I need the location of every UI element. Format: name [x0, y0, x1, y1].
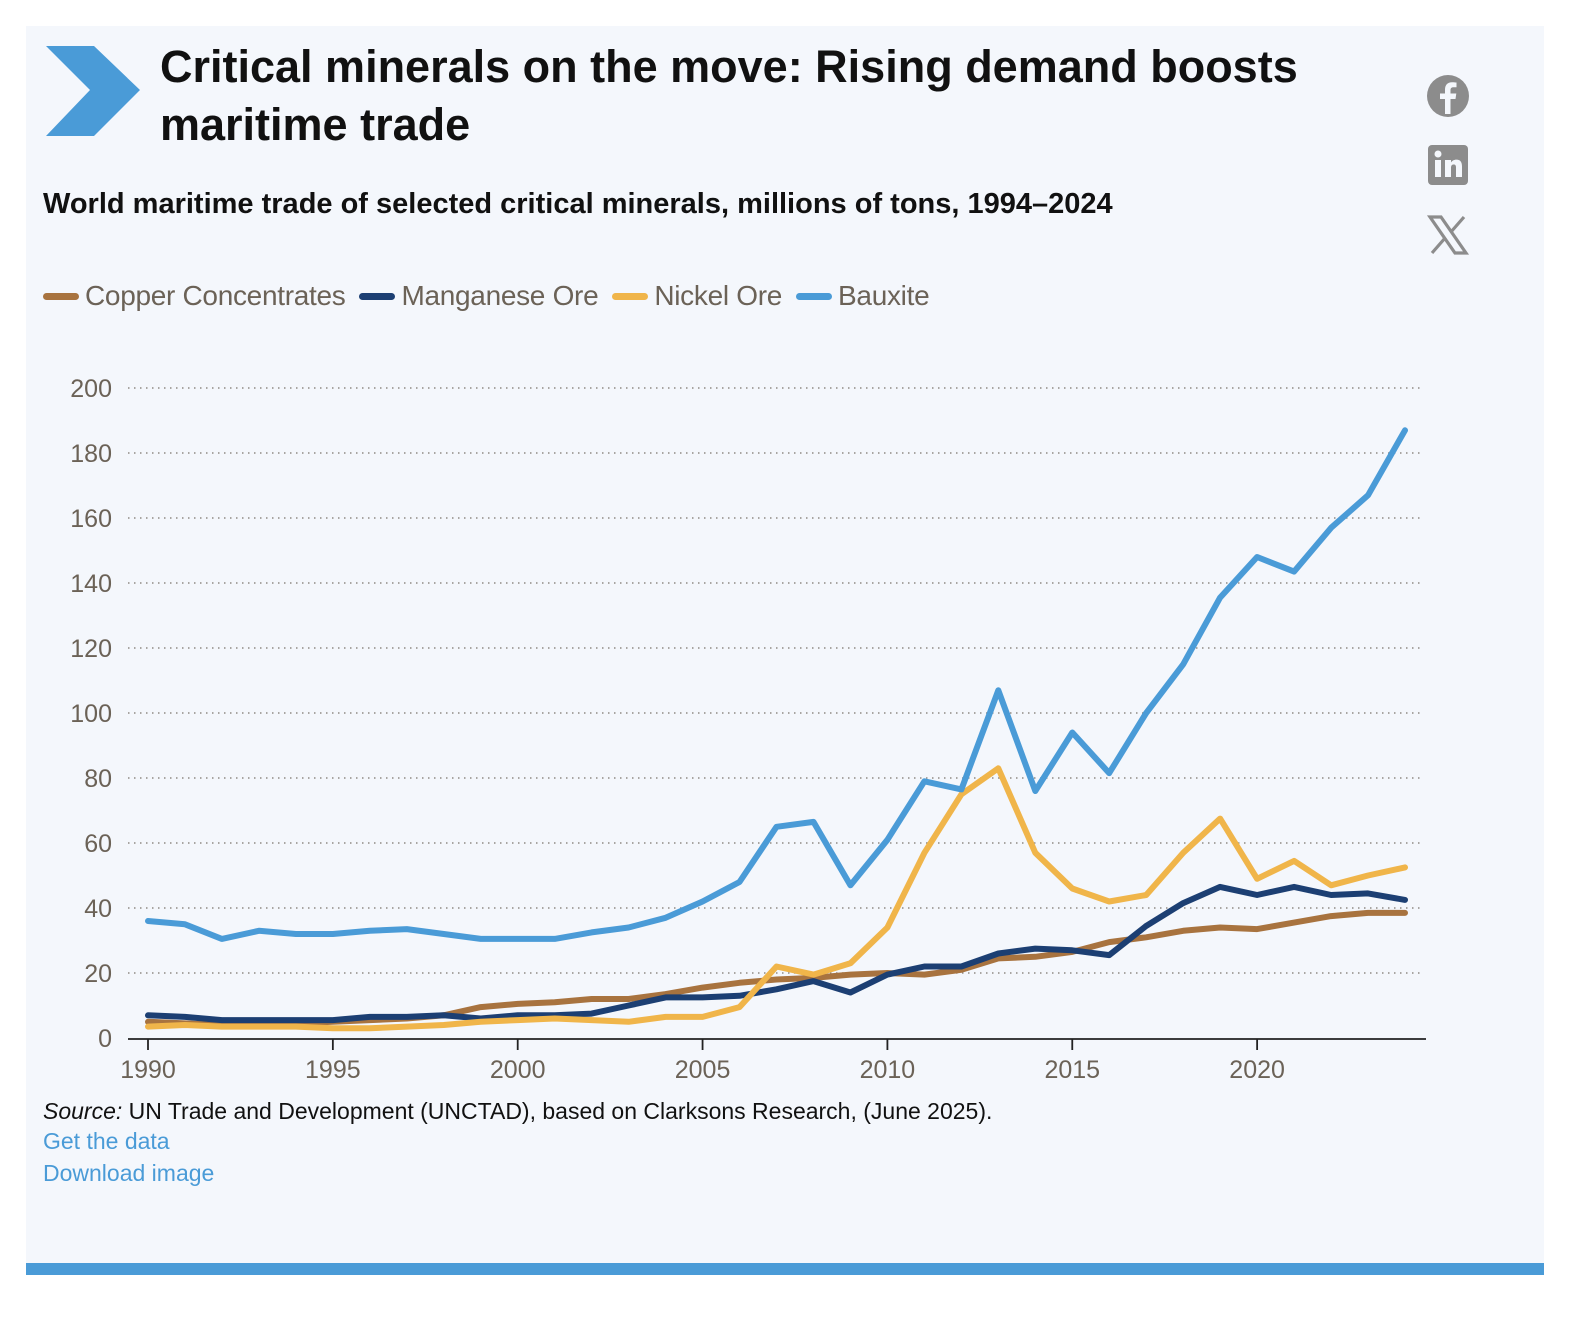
bottom-accent-bar: [26, 1263, 1544, 1275]
legend-item-nickel-ore[interactable]: Nickel Ore: [612, 280, 782, 312]
y-tick-label: 200: [70, 375, 112, 403]
linkedin-icon[interactable]: [1426, 143, 1470, 187]
series-line-bauxite: [145, 427, 1408, 942]
x-tick-label: 2000: [490, 1056, 546, 1084]
legend-swatch: [796, 292, 833, 300]
series-line-manganese-ore: [145, 883, 1408, 1024]
x-tick-label: 2015: [1044, 1056, 1100, 1084]
y-tick-label: 0: [98, 1025, 112, 1053]
chevron-logo-icon: [46, 46, 140, 136]
y-tick-label: 120: [70, 635, 112, 663]
x-tick-label: 2005: [675, 1056, 731, 1084]
x-tick-label: 2020: [1229, 1056, 1285, 1084]
page-title: Critical minerals on the move: Rising de…: [160, 41, 1298, 150]
chart-legend: Copper Concentrates Manganese Ore Nickel O…: [43, 276, 943, 316]
y-tick-label: 60: [84, 830, 112, 858]
chart-subtitle: World maritime trade of selected critica…: [43, 188, 1113, 220]
y-tick-label: 180: [70, 440, 112, 468]
y-tick-label: 20: [84, 960, 112, 988]
get-data-link[interactable]: Get the data: [43, 1128, 170, 1154]
source-text: UN Trade and Development (UNCTAD), based…: [128, 1098, 993, 1124]
legend-label: Copper Concentrates: [85, 280, 346, 311]
x-tick-label: 1995: [305, 1056, 361, 1084]
series-line-nickel-ore: [145, 765, 1408, 1032]
source-note: Source: UN Trade and Development (UNCTAD…: [43, 1098, 992, 1125]
facebook-icon[interactable]: [1426, 74, 1470, 118]
legend-label: Nickel Ore: [654, 280, 783, 311]
legend-swatch: [359, 292, 396, 300]
legend-swatch: [43, 292, 79, 300]
legend-item-manganese-ore[interactable]: Manganese Ore: [359, 280, 599, 312]
line-chart: 0 20 40 60 80 100 120 140 160 180 200 1990 1995 2000 2…: [70, 375, 1426, 1084]
y-tick-label: 100: [70, 700, 112, 728]
legend-swatch: [612, 292, 649, 300]
x-tick-label: 2010: [860, 1056, 916, 1084]
chart-card: [26, 26, 1544, 1275]
y-tick-label: 40: [84, 895, 112, 923]
source-label: Source:: [43, 1098, 123, 1124]
legend-item-bauxite[interactable]: Bauxite: [796, 280, 930, 312]
legend-item-copper-concentrates[interactable]: Copper Concentrates: [43, 280, 346, 312]
legend-label: Manganese Ore: [401, 280, 599, 311]
download-image-link[interactable]: Download image: [43, 1160, 215, 1186]
x-icon[interactable]: [1426, 213, 1470, 257]
y-tick-label: 160: [70, 505, 112, 533]
y-tick-label: 80: [84, 765, 112, 793]
x-tick-label: 1990: [120, 1056, 176, 1084]
y-tick-label: 140: [70, 570, 112, 598]
legend-label: Bauxite: [838, 280, 930, 311]
